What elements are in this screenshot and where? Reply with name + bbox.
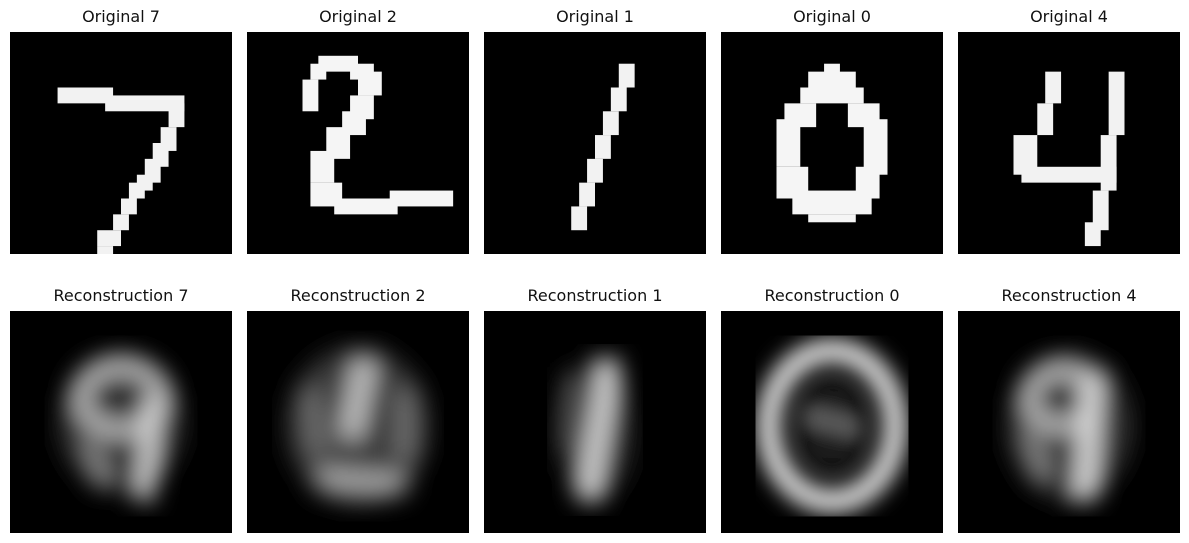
digit-image-original-2 bbox=[247, 32, 469, 254]
digit-image-reconstruction-1 bbox=[484, 311, 706, 533]
digit-image-reconstruction-0 bbox=[721, 311, 943, 533]
panel-title: Original 4 bbox=[1030, 7, 1108, 26]
digit-1-original-icon bbox=[484, 32, 706, 254]
digit-image-original-0 bbox=[721, 32, 943, 254]
digit-image-original-7 bbox=[10, 32, 232, 254]
digit-2-original-icon bbox=[247, 32, 469, 254]
digit-2-reconstruction-icon bbox=[247, 311, 469, 533]
digit-4-reconstruction-icon bbox=[958, 311, 1180, 533]
digit-1-reconstruction-icon bbox=[484, 311, 706, 533]
digit-0-reconstruction-icon bbox=[721, 311, 943, 533]
digit-4-original-icon bbox=[958, 32, 1180, 254]
panel-title: Reconstruction 2 bbox=[290, 286, 426, 305]
digit-image-original-1 bbox=[484, 32, 706, 254]
digit-0-original-icon bbox=[721, 32, 943, 254]
panel-title: Original 0 bbox=[793, 7, 871, 26]
digit-7-original-icon bbox=[10, 32, 232, 254]
panel-title: Original 2 bbox=[319, 7, 397, 26]
panel-title: Original 7 bbox=[82, 7, 160, 26]
digit-image-original-4 bbox=[958, 32, 1180, 254]
panel-title: Reconstruction 1 bbox=[527, 286, 663, 305]
digit-image-reconstruction-4 bbox=[958, 311, 1180, 533]
digit-7-reconstruction-icon bbox=[10, 311, 232, 533]
panel-title: Reconstruction 0 bbox=[764, 286, 900, 305]
digit-image-reconstruction-7 bbox=[10, 311, 232, 533]
panel-title: Reconstruction 7 bbox=[53, 286, 189, 305]
digit-image-reconstruction-2 bbox=[247, 311, 469, 533]
panel-title: Original 1 bbox=[556, 7, 634, 26]
panel-title: Reconstruction 4 bbox=[1001, 286, 1137, 305]
